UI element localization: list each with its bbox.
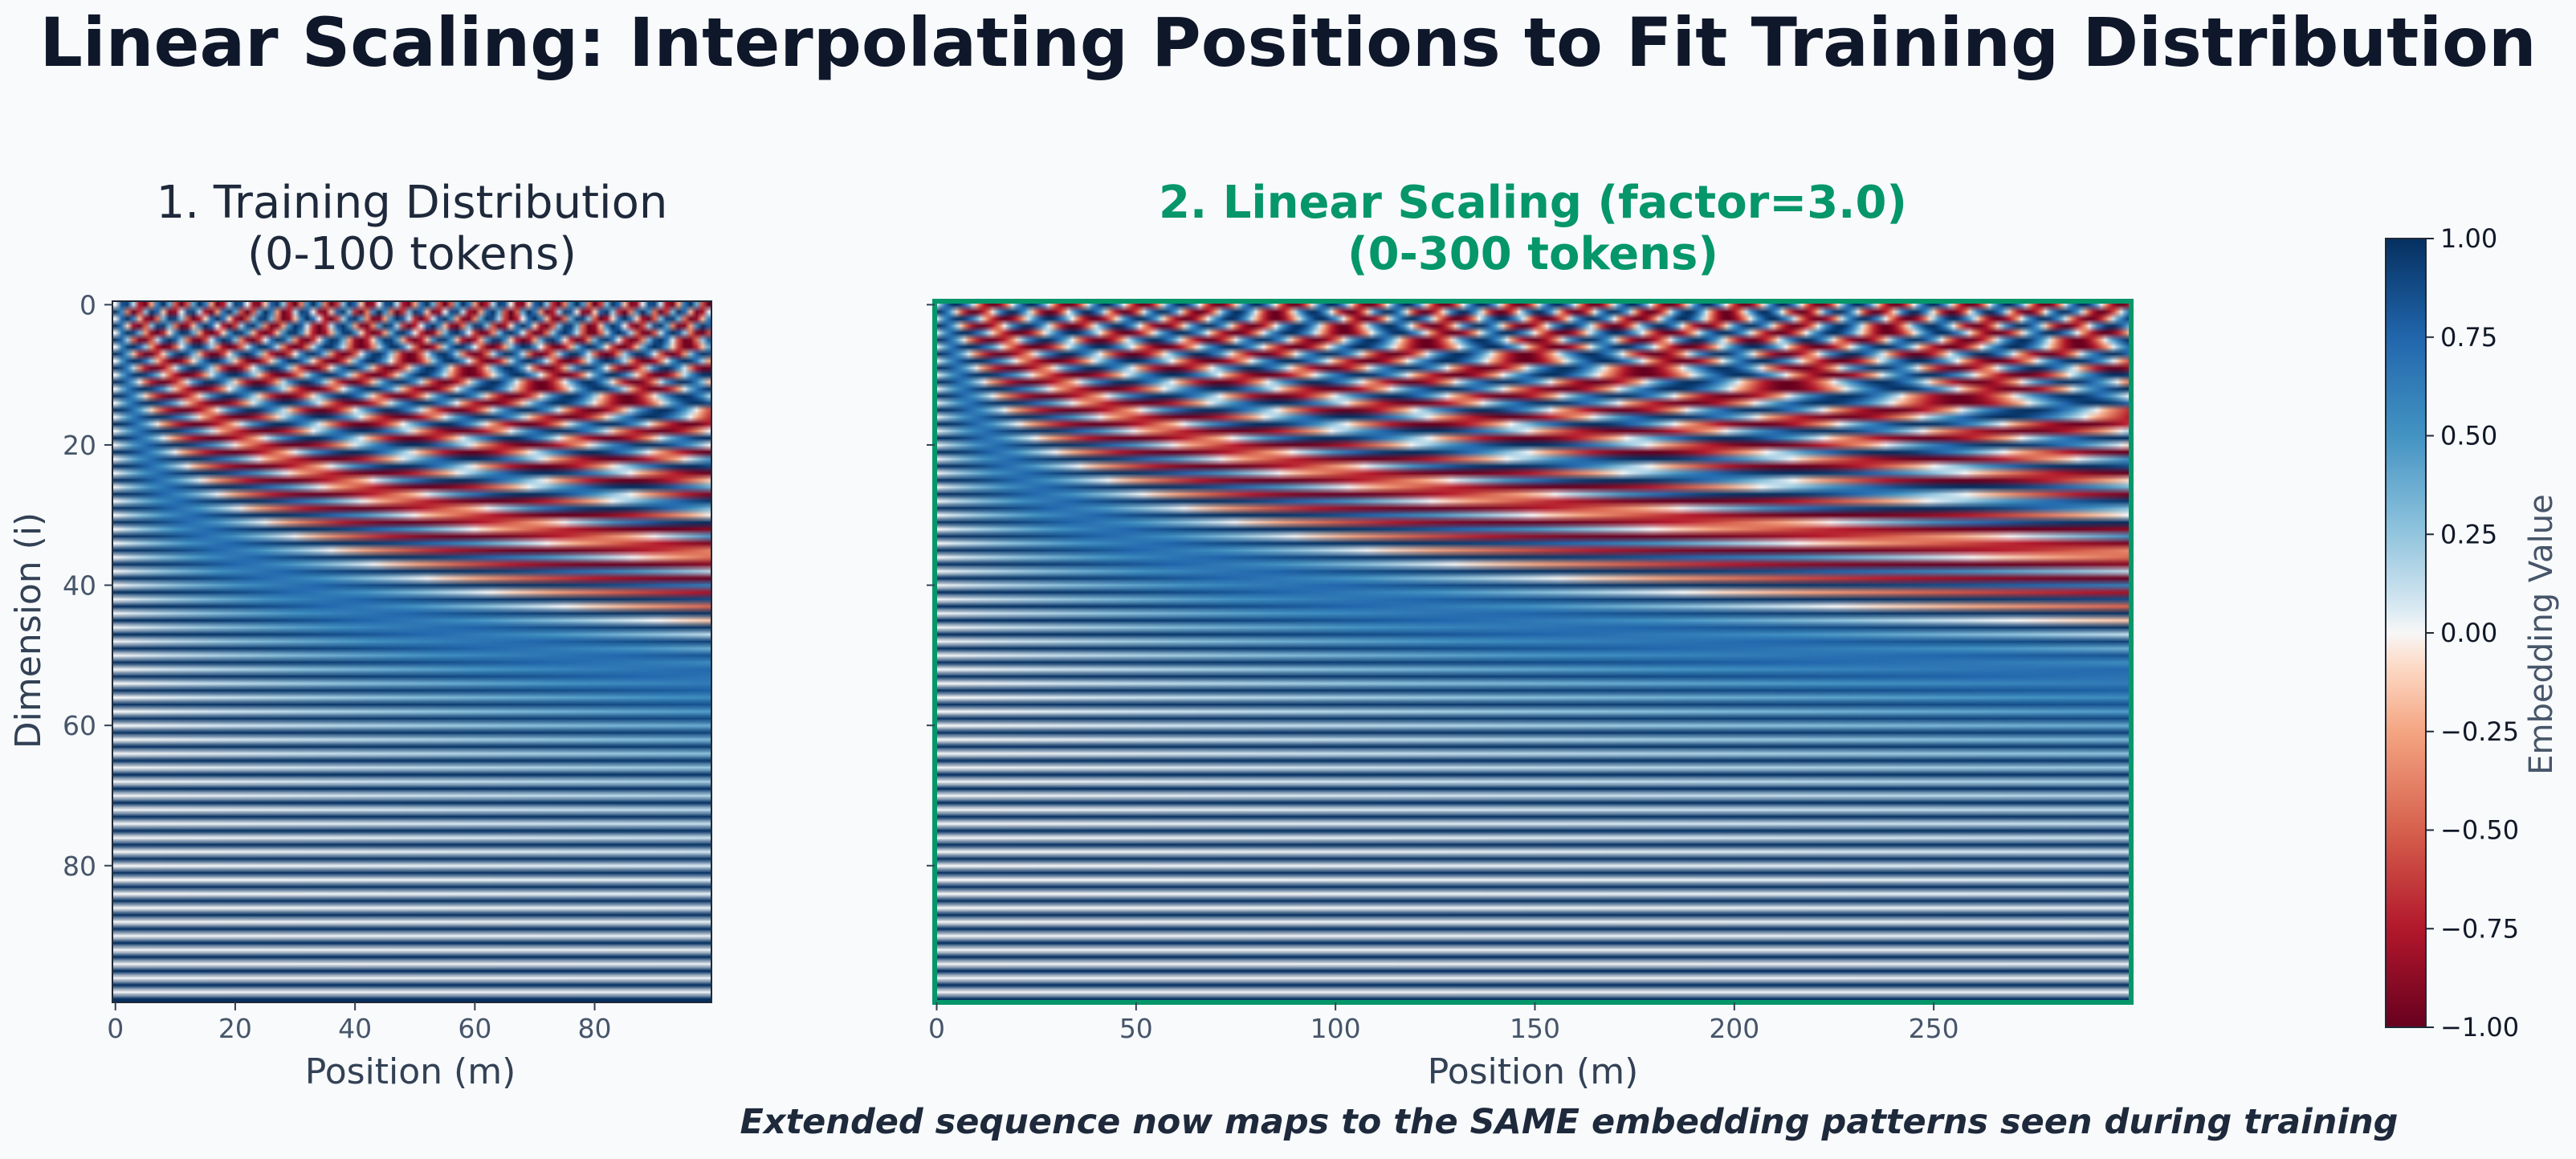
panel-2-xtick-label-3: 150	[1510, 1013, 1560, 1044]
panel-1-ytick-label-2: 40	[63, 570, 96, 602]
panel-2-highlight-border	[932, 299, 2134, 1005]
panel-1-xtick-label-1: 20	[218, 1013, 252, 1044]
panel-2-heatmap: 0 50 100 150 200 250	[927, 299, 2134, 1044]
panel-2-xtick-label-5: 250	[1909, 1013, 1959, 1044]
panel-1-title-line1: 1. Training Distribution	[156, 177, 668, 229]
panel-1-heatmap-image	[112, 301, 711, 1002]
panel-1-xlabel: Position (m)	[305, 1051, 516, 1092]
colorbar-tick-label-6: −0.50	[2440, 815, 2519, 846]
panel-1-ytick-label-4: 80	[63, 851, 96, 882]
panel-2-xlabel: Position (m)	[1428, 1051, 1639, 1092]
footnote: Extended sequence now maps to the SAME e…	[740, 1102, 2399, 1142]
panel-1-ytick-label-0: 0	[79, 289, 96, 320]
panel-1-xtick-label-4: 80	[578, 1013, 612, 1044]
colorbar-tick-label-7: −0.75	[2440, 913, 2519, 944]
figure-title: Linear Scaling: Interpolating Positions …	[39, 3, 2537, 82]
colorbar-tick-label-5: −0.25	[2440, 716, 2519, 747]
panel-1-title: 1. Training Distribution (0-100 tokens)	[112, 178, 711, 280]
colorbar: 1.00 0.75 0.50 0.25 0.00 −0.25 −0.50 −0.75 −1.00	[2385, 223, 2519, 1043]
panel-1-xtick-label-0: 0	[107, 1013, 124, 1044]
colorbar-tick-label-0: 1.00	[2440, 223, 2497, 254]
colorbar-gradient	[2385, 238, 2427, 1028]
colorbar-label: Embedding Value	[2523, 494, 2560, 774]
panel-2-xtick-label-1: 50	[1119, 1013, 1153, 1044]
panel-1-title-line2: (0-100 tokens)	[247, 228, 577, 280]
colorbar-tick-label-3: 0.25	[2440, 519, 2497, 549]
panel-1-xtick-label-3: 60	[458, 1013, 491, 1044]
panel-2-title-line2: (0-300 tokens)	[1347, 228, 1718, 280]
panel-2-xtick-label-0: 0	[928, 1013, 945, 1044]
panel-1-frame	[112, 300, 712, 1003]
colorbar-tick-label-2: 0.50	[2440, 421, 2497, 451]
colorbar-tick-label-8: −1.00	[2440, 1012, 2519, 1043]
panel-1-heatmap: 0 20 40 60 80 0 20 40 60 80	[63, 289, 712, 1044]
colorbar-tick-label-4: 0.00	[2440, 618, 2497, 648]
panel-2-heatmap-image	[935, 301, 2131, 1002]
panel-2-title: 2. Linear Scaling (factor=3.0) (0-300 to…	[935, 178, 2131, 280]
panel-1-ytick-label-3: 60	[63, 710, 96, 741]
colorbar-tick-label-1: 0.75	[2440, 322, 2497, 353]
panel-2-xtick-label-2: 100	[1310, 1013, 1361, 1044]
panel-1-ylabel: Dimension (i)	[8, 512, 49, 749]
panel-2-title-line1: 2. Linear Scaling (factor=3.0)	[1158, 177, 1908, 229]
panel-1-ytick-label-1: 20	[63, 430, 96, 461]
panel-1-xtick-label-2: 40	[338, 1013, 372, 1044]
panel-2-xtick-label-4: 200	[1709, 1013, 1759, 1044]
